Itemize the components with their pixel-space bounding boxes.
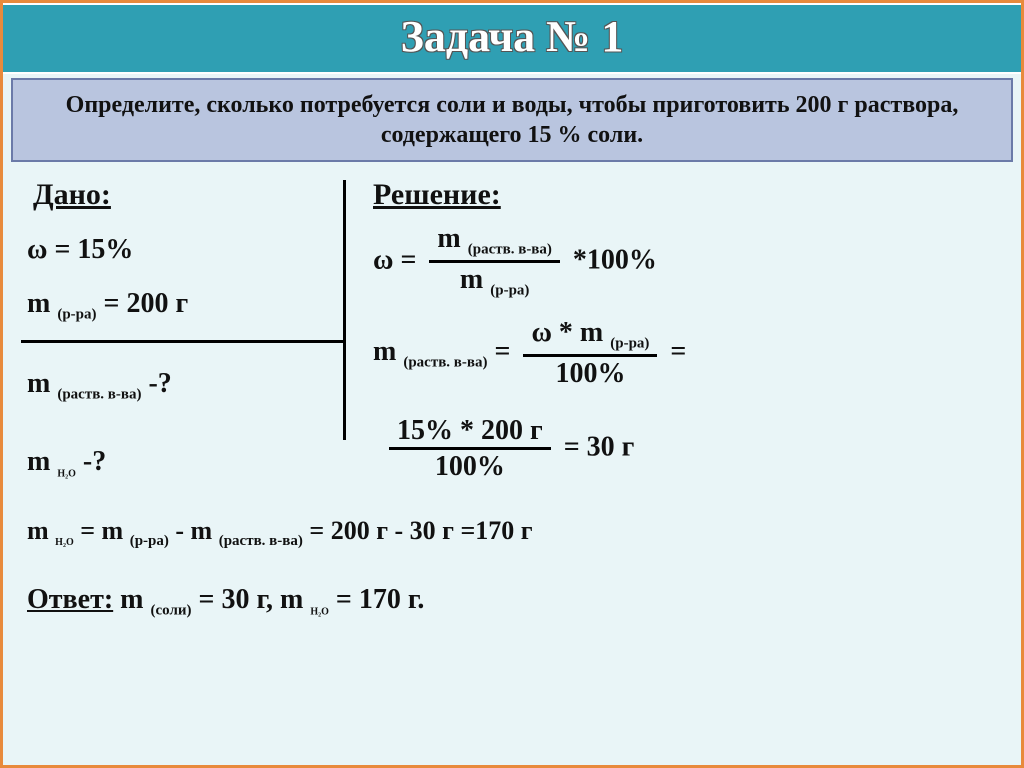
- heading-answer: Ответ:: [27, 584, 113, 615]
- text: m: [27, 368, 57, 399]
- problem-text: Определите, сколько потребуется соли и в…: [66, 92, 959, 148]
- text: 100%: [389, 447, 551, 481]
- work-area: Дано: Решение: ω = 15% m (р-ра) = 200 г …: [3, 168, 1021, 765]
- fraction: 15% * 200 г 100%: [389, 416, 551, 482]
- text: -?: [141, 368, 171, 399]
- fraction: ω * m (р-ра) 100%: [523, 318, 657, 389]
- subscript: (раств. в-ва): [403, 354, 487, 370]
- eq-numeric-substitution: 15% * 200 г 100% = 30 г: [383, 416, 634, 482]
- subscript: H₂O: [55, 537, 74, 548]
- text: ω =: [373, 244, 416, 275]
- subscript: (р-ра): [490, 283, 529, 299]
- text: =: [670, 336, 686, 367]
- heading-given: Дано:: [33, 178, 111, 212]
- text: ω * m: [531, 317, 610, 348]
- eq-omega-definition: ω = m (раств. в-ва) m (р-ра) *100%: [373, 224, 657, 300]
- text: m: [373, 336, 403, 367]
- text: = 30 г, m: [192, 584, 311, 615]
- heading-solution: Решение:: [373, 178, 501, 212]
- text: 100%: [523, 354, 657, 388]
- given-mass-solution: m (р-ра) = 200 г: [27, 288, 188, 324]
- subscript: (раств. в-ва): [219, 533, 303, 549]
- eq-mass-water: m H₂O = m (р-ра) - m (раств. в-ва) = 200…: [27, 516, 533, 550]
- text: m: [27, 446, 57, 477]
- subscript: H₂O: [57, 469, 76, 480]
- divider-vertical: [343, 180, 346, 440]
- text: - m: [169, 516, 219, 545]
- text: m: [27, 288, 57, 319]
- subscript: (р-ра): [130, 533, 169, 549]
- text: ω =: [27, 234, 77, 265]
- find-mass-water: m H₂O -?: [27, 446, 106, 480]
- eq-mass-solute-formula: m (раств. в-ва) = ω * m (р-ра) 100% =: [373, 318, 686, 389]
- text: *100%: [573, 244, 657, 275]
- text: m: [120, 584, 150, 615]
- subscript: (соли): [151, 603, 192, 619]
- given-omega: ω = 15%: [27, 234, 133, 266]
- text: -?: [76, 446, 106, 477]
- fraction: m (раств. в-ва) m (р-ра): [429, 224, 559, 300]
- text: m: [27, 516, 55, 545]
- slide-frame: Задача № 1 Определите, сколько потребует…: [0, 0, 1024, 768]
- text: 15% * 200 г: [389, 416, 551, 447]
- find-mass-solute: m (раств. в-ва) -?: [27, 368, 172, 404]
- divider-horizontal: [21, 340, 343, 343]
- subscript: (раств. в-ва): [57, 387, 141, 403]
- text: = m: [74, 516, 130, 545]
- text: =: [487, 336, 510, 367]
- subscript: (раств. в-ва): [468, 242, 552, 258]
- title-band: Задача № 1: [3, 3, 1021, 74]
- text: = 170 г.: [329, 584, 425, 615]
- title-text: Задача № 1: [401, 12, 624, 61]
- subscript: (р-ра): [57, 307, 96, 323]
- answer-line: Ответ: m (соли) = 30 г, m H₂O = 170 г.: [27, 584, 424, 620]
- subscript: (р-ра): [610, 336, 649, 352]
- problem-statement: Определите, сколько потребуется соли и в…: [11, 78, 1013, 162]
- text: m: [437, 223, 467, 254]
- subscript: H₂O: [310, 607, 329, 618]
- text: = 200 г: [97, 288, 189, 319]
- text: = 30 г: [564, 431, 635, 462]
- text: m: [460, 264, 490, 295]
- text: = 200 г - 30 г =170 г: [303, 516, 533, 545]
- text: 15%: [77, 234, 133, 265]
